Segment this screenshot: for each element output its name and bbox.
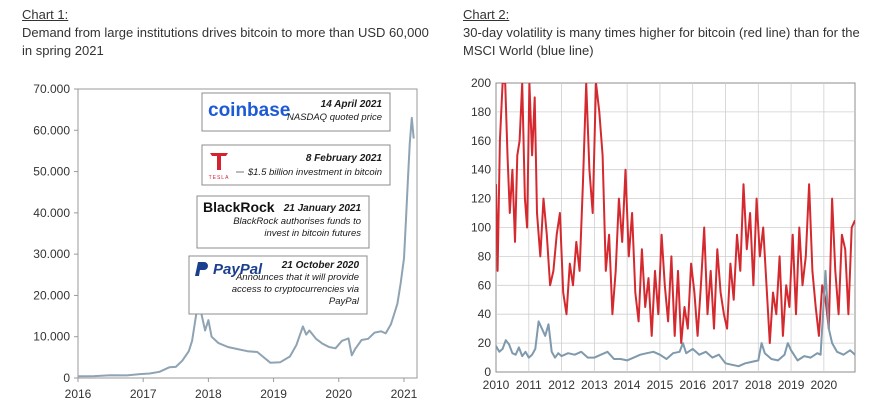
chart-1-y-tick-label: 0 <box>63 371 70 385</box>
chart-1-x-tick-label: 2016 <box>65 387 92 401</box>
annotation-text: BlackRock authorises funds to <box>233 216 361 227</box>
coinbase-logo: coinbase <box>208 100 290 121</box>
annotation-text: access to cryptocurrencies via <box>232 284 359 295</box>
chart-1-svg: 0 10.000 20.000 30.000 40.000 50.000 60.000 70.… <box>33 82 418 401</box>
chart-2-y-tick-label: 80 <box>478 249 492 263</box>
chart-2-label: Chart 2: <box>463 7 510 22</box>
chart-1-series-line <box>77 116 415 378</box>
annotation-date: 14 April 2021 <box>321 99 383 110</box>
chart-2-y-tick-label: 40 <box>478 307 492 321</box>
chart-1-y-tick-label: 70.000 <box>33 82 70 96</box>
chart-2-bitcoin-volatility-line <box>496 83 855 345</box>
chart-1-y-tick-label: 40.000 <box>33 206 70 220</box>
annotation-date: 8 February 2021 <box>306 153 383 164</box>
chart-1-x-tick-label: 2017 <box>130 387 157 401</box>
annotation-coinbase: coinbase 14 April 2021 NASDAQ quoted price <box>201 92 391 132</box>
chart-2-y-tick-label: 20 <box>478 336 492 350</box>
chart-2-x-tick-label: 2016 <box>679 378 706 392</box>
annotation-text: invest in bitcoin futures <box>264 228 361 239</box>
chart-2-x-tick-label: 2013 <box>581 378 608 392</box>
chart-2-title: 30-day volatility is many times higher f… <box>463 25 860 58</box>
annotation-box <box>201 92 391 132</box>
chart-1-x-tick-label: 2021 <box>391 387 418 401</box>
annotation-date: 21 October 2020 <box>281 260 360 271</box>
chart-2-y-tick-label: 160 <box>471 134 491 148</box>
chart-1-x-tick-label: 2020 <box>325 387 352 401</box>
chart-2-y-tick-label: 0 <box>484 365 491 379</box>
chart-1-y-tick-label: 60.000 <box>33 123 70 137</box>
chart-2-x-tick-label: 2017 <box>712 378 739 392</box>
annotation-text: PayPal <box>329 296 360 307</box>
chart-2-x-tick-label: 2012 <box>548 378 575 392</box>
chart-2-svg: 0 20 40 60 80 100 120 140 160 180 200 2010 2011 2012 2… <box>471 76 856 392</box>
chart-2-x-tick-label: 2014 <box>614 378 641 392</box>
annotation-box <box>188 255 368 315</box>
annotation-blackrock: BlackRock 21 January 2021 BlackRock author… <box>196 195 370 249</box>
annotation-text: NASDAQ quoted price <box>287 112 382 123</box>
annotation-box <box>196 195 370 249</box>
chart-1-label: Chart 1: <box>22 7 69 22</box>
tesla-wordmark: TESLA <box>209 175 230 181</box>
chart-2-y-tick-label: 140 <box>471 163 491 177</box>
chart-2-msci-world-volatility-line <box>496 269 855 368</box>
chart-1-x-tick-label: 2018 <box>195 387 222 401</box>
chart-1-y-tick-label: 50.000 <box>33 165 70 179</box>
tesla-logo-icon <box>210 153 228 170</box>
annotation-text: $1.5 billion investment in bitcoin <box>247 167 382 178</box>
chart-2-x-tick-label: 2015 <box>647 378 674 392</box>
blackrock-logo: BlackRock <box>203 199 275 215</box>
chart-2-y-tick-label: 100 <box>471 221 491 235</box>
chart-2-x-tick-label: 2018 <box>745 378 772 392</box>
chart-1-panel: Chart 1: Demand from large institutions … <box>0 0 440 415</box>
paypal-wordmark: PayPal <box>213 261 263 278</box>
chart-2-x-tick-label: 2020 <box>811 378 838 392</box>
chart-2-x-tick-label: 2019 <box>778 378 805 392</box>
chart-1-y-tick-label: 20.000 <box>33 288 70 302</box>
paypal-logo-icon <box>195 262 208 276</box>
annotation-date: 21 January 2021 <box>283 203 362 214</box>
annotation-box <box>201 144 391 186</box>
annotation-tesla: TESLA 8 February 2021 $1.5 billion investm… <box>201 144 391 186</box>
chart-2-y-tick-label: 60 <box>478 278 492 292</box>
chart-1-title: Demand from large institutions drives bi… <box>22 25 429 58</box>
chart-1-y-tick-label: 30.000 <box>33 247 70 261</box>
chart-2-y-tick-label: 200 <box>471 76 491 90</box>
chart-2-y-tick-label: 180 <box>471 105 491 119</box>
chart-2-x-tick-label: 2011 <box>516 378 542 392</box>
chart-1-y-tick-label: 10.000 <box>33 330 70 344</box>
chart-2-x-tick-label: 2010 <box>483 378 510 392</box>
chart-1-x-tick-label: 2019 <box>260 387 287 401</box>
chart-2-y-tick-label: 120 <box>471 192 491 206</box>
chart-2-panel: Chart 2: 30-day volatility is many times… <box>455 0 888 415</box>
annotation-text: Announces that it will provide <box>235 272 359 283</box>
